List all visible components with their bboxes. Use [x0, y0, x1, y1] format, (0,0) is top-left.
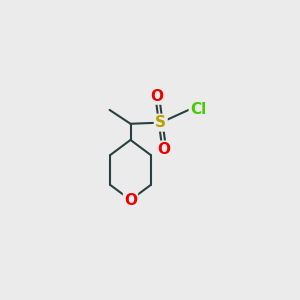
Text: Cl: Cl	[190, 102, 206, 117]
Text: O: O	[151, 88, 164, 104]
Text: O: O	[124, 193, 137, 208]
Text: S: S	[155, 115, 166, 130]
Text: O: O	[158, 142, 171, 157]
